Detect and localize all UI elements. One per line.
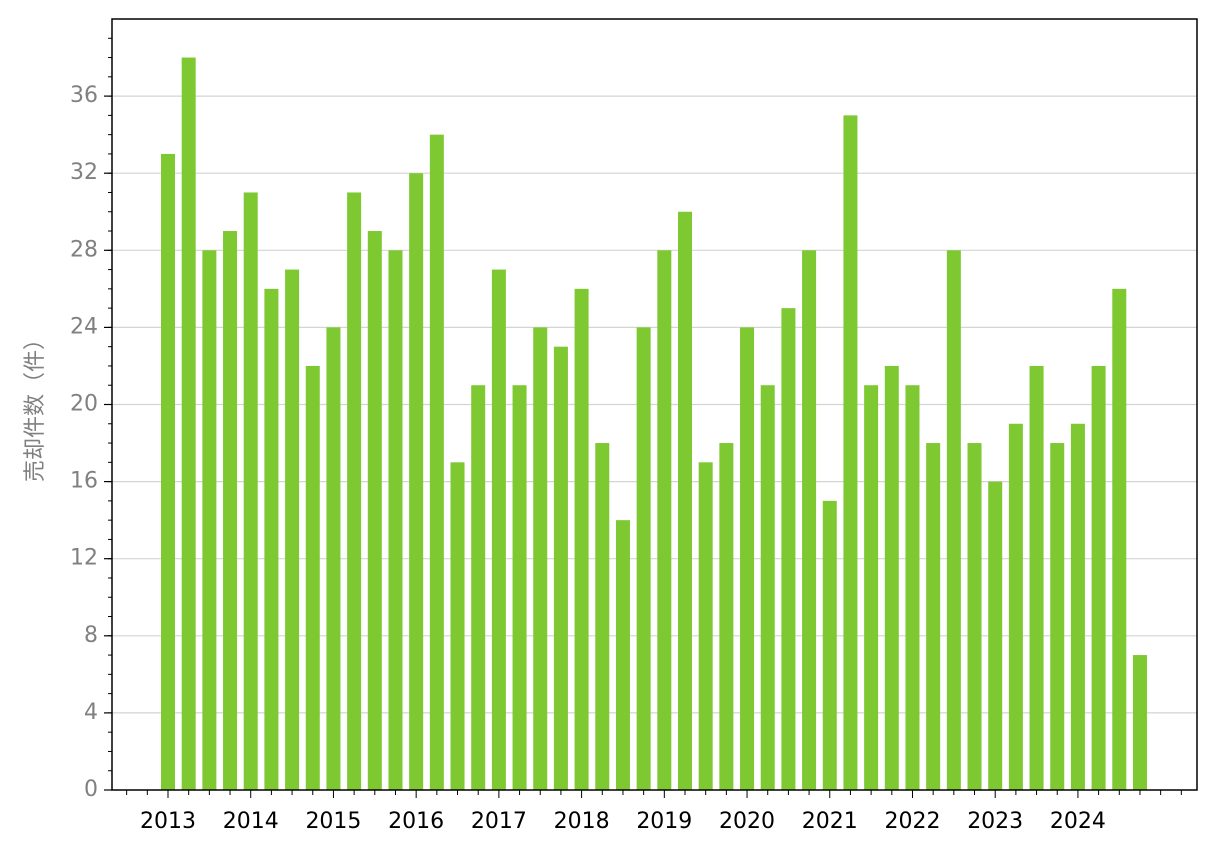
y-tick-label: 36 [70, 83, 98, 108]
bar [657, 250, 672, 791]
bar [967, 443, 982, 790]
bar [678, 211, 692, 790]
bar [1132, 655, 1147, 790]
y-tick-label: 24 [70, 314, 98, 339]
x-tick-label: 2023 [967, 809, 1023, 834]
bar [1008, 423, 1023, 790]
bar [1050, 443, 1065, 790]
bar [802, 250, 817, 791]
bar [429, 134, 444, 790]
y-axis-label: 売却件数（件） [23, 328, 48, 482]
bar [285, 269, 300, 790]
bar [223, 231, 238, 790]
x-tick-label: 2020 [719, 809, 775, 834]
bar [946, 250, 961, 791]
plot-frame [111, 18, 1198, 791]
bar [264, 288, 279, 790]
bar [388, 250, 403, 791]
y-tick-label: 32 [70, 160, 98, 185]
bar [326, 327, 341, 790]
x-tick-label: 2014 [223, 809, 279, 834]
bar [243, 192, 258, 791]
bar [719, 443, 734, 790]
y-tick-label: 28 [70, 237, 98, 262]
y-tick-label: 16 [70, 469, 98, 494]
bar [864, 385, 879, 790]
bar [760, 385, 775, 790]
x-tick-label: 2018 [554, 809, 610, 834]
bar [636, 327, 651, 790]
bar [181, 57, 196, 791]
y-tick-label: 8 [84, 623, 98, 648]
bar [553, 346, 568, 790]
bar [491, 269, 506, 790]
x-tick-label: 2024 [1050, 809, 1106, 834]
bar [988, 481, 1003, 790]
bar [471, 385, 486, 790]
bar [409, 173, 424, 790]
bar [905, 385, 920, 790]
bar [1070, 423, 1085, 790]
x-tick-label: 2015 [305, 809, 361, 834]
bar [161, 153, 175, 791]
bar [843, 115, 858, 790]
x-tick-label: 2022 [884, 809, 940, 834]
bar [884, 365, 899, 790]
x-tick-label: 2013 [140, 809, 196, 834]
bar [926, 443, 941, 790]
bar [574, 288, 589, 790]
x-tick-label: 2021 [802, 809, 858, 834]
bar [781, 308, 796, 790]
bar [305, 365, 320, 790]
bar [202, 250, 217, 791]
bar [533, 327, 548, 790]
bar [1112, 288, 1127, 790]
bar [512, 385, 527, 790]
bar [1091, 365, 1106, 790]
x-tick-label: 2016 [388, 809, 444, 834]
y-tick-label: 20 [70, 392, 98, 417]
bar [450, 462, 465, 790]
bar [595, 443, 610, 790]
x-tick-label: 2019 [636, 809, 692, 834]
bar [740, 327, 755, 790]
bar [615, 520, 630, 790]
bar [698, 462, 713, 790]
bar [367, 231, 382, 790]
bar [822, 500, 837, 790]
x-tick-label: 2017 [471, 809, 527, 834]
y-tick-label: 0 [84, 777, 98, 802]
bar [347, 192, 362, 791]
y-tick-label: 12 [70, 546, 98, 571]
bar [1029, 365, 1044, 790]
y-tick-label: 4 [84, 700, 98, 725]
